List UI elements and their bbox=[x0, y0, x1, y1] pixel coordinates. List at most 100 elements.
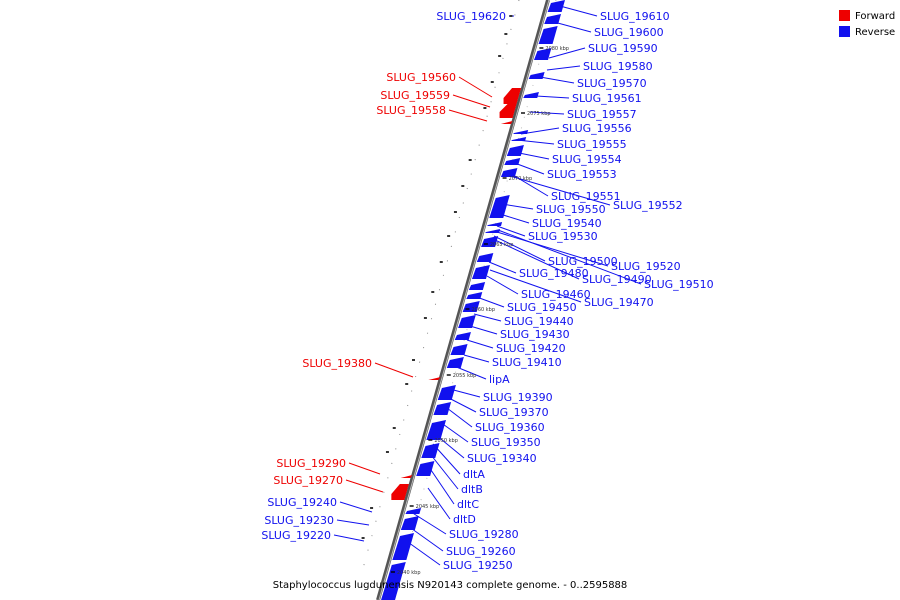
reverse-gene-feature[interactable] bbox=[400, 516, 419, 530]
gene-label-text[interactable]: SLUG_19600 bbox=[594, 26, 664, 39]
gene-label-slug-19620[interactable]: SLUG_19620 bbox=[436, 10, 514, 23]
forward-gene-feature[interactable] bbox=[428, 377, 441, 380]
gene-label-text[interactable]: SLUG_19561 bbox=[572, 92, 642, 105]
gene-label-text[interactable]: dltD bbox=[453, 513, 476, 526]
gene-label-text[interactable]: SLUG_19440 bbox=[504, 315, 574, 328]
gene-label-slug-19610[interactable]: SLUG_19610 bbox=[559, 5, 670, 23]
gene-label-slug-19270[interactable]: SLUG_19270 bbox=[273, 474, 384, 493]
gene-label-text[interactable]: SLUG_19380 bbox=[302, 357, 372, 370]
reverse-gene-feature[interactable] bbox=[544, 14, 562, 24]
gene-label-text[interactable]: SLUG_19557 bbox=[567, 108, 637, 121]
gene-label-slug-19580[interactable]: SLUG_19580 bbox=[546, 60, 653, 73]
reverse-gene-feature[interactable] bbox=[437, 385, 456, 400]
gene-label-text[interactable]: SLUG_19556 bbox=[562, 122, 632, 135]
gene-label-slug-19430[interactable]: SLUG_19430 bbox=[469, 325, 570, 341]
gene-label-text[interactable]: SLUG_19290 bbox=[276, 457, 346, 470]
gene-label-text[interactable]: SLUG_19570 bbox=[577, 77, 647, 90]
gene-label-text[interactable]: SLUG_19510 bbox=[644, 278, 714, 291]
gene-label-slug-19600[interactable]: SLUG_19600 bbox=[553, 21, 664, 39]
gene-label-slug-19390[interactable]: SLUG_19390 bbox=[445, 387, 553, 404]
reverse-gene-feature[interactable] bbox=[471, 265, 490, 279]
reverse-gene-feature[interactable] bbox=[504, 158, 521, 165]
gene-label-text[interactable]: SLUG_19260 bbox=[446, 545, 516, 558]
gene-label-dltd[interactable]: dltD bbox=[427, 487, 476, 526]
reverse-gene-feature[interactable] bbox=[500, 168, 518, 177]
gene-label-slug-19510[interactable]: SLUG_19510 bbox=[497, 229, 714, 291]
reverse-gene-feature[interactable] bbox=[405, 508, 422, 514]
reverse-gene-feature[interactable] bbox=[433, 402, 452, 415]
gene-label-lipa[interactable]: lipA bbox=[453, 365, 510, 386]
reverse-gene-feature[interactable] bbox=[484, 229, 501, 233]
gene-label-slug-19559[interactable]: SLUG_19559 bbox=[380, 89, 491, 108]
gene-label-slug-19555[interactable]: SLUG_19555 bbox=[516, 138, 627, 151]
gene-label-text[interactable]: SLUG_19280 bbox=[449, 528, 519, 541]
gene-label-text[interactable]: SLUG_19460 bbox=[521, 288, 591, 301]
reverse-gene-feature[interactable] bbox=[426, 420, 447, 440]
reverse-gene-feature[interactable] bbox=[513, 130, 529, 134]
reverse-gene-feature[interactable] bbox=[466, 292, 483, 299]
reverse-gene-feature[interactable] bbox=[523, 92, 539, 98]
gene-label-text[interactable]: SLUG_19470 bbox=[584, 296, 654, 309]
gene-label-slug-19552[interactable]: SLUG_19552 bbox=[509, 175, 683, 212]
reverse-gene-feature[interactable] bbox=[506, 145, 524, 156]
reverse-gene-feature[interactable] bbox=[450, 344, 468, 355]
gene-label-text[interactable]: SLUG_19558 bbox=[376, 104, 446, 117]
reverse-gene-feature[interactable] bbox=[528, 72, 545, 79]
gene-label-slug-19230[interactable]: SLUG_19230 bbox=[264, 514, 370, 527]
gene-label-slug-19240[interactable]: SLUG_19240 bbox=[267, 496, 373, 513]
gene-label-text[interactable]: SLUG_19240 bbox=[267, 496, 337, 509]
gene-label-text[interactable]: SLUG_19340 bbox=[467, 452, 537, 465]
gene-label-text[interactable]: SLUG_19450 bbox=[507, 301, 577, 314]
reverse-gene-feature[interactable] bbox=[476, 253, 494, 262]
gene-label-slug-19560[interactable]: SLUG_19560 bbox=[386, 71, 493, 98]
gene-label-text[interactable]: SLUG_19220 bbox=[261, 529, 331, 542]
forward-gene-feature[interactable] bbox=[499, 104, 517, 118]
gene-label-slug-19570[interactable]: SLUG_19570 bbox=[539, 76, 647, 90]
gene-label-text[interactable]: SLUG_19520 bbox=[611, 260, 681, 273]
gene-label-slug-19590[interactable]: SLUG_19590 bbox=[548, 42, 658, 59]
gene-label-slug-19380[interactable]: SLUG_19380 bbox=[302, 357, 414, 378]
reverse-gene-feature[interactable] bbox=[547, 0, 565, 12]
reverse-gene-feature[interactable] bbox=[538, 26, 558, 44]
forward-gene-feature[interactable] bbox=[503, 88, 522, 104]
gene-label-text[interactable]: SLUG_19560 bbox=[386, 71, 456, 84]
gene-label-text[interactable]: SLUG_19360 bbox=[475, 421, 545, 434]
gene-label-text[interactable]: SLUG_19370 bbox=[479, 406, 549, 419]
gene-label-text[interactable]: SLUG_19540 bbox=[532, 217, 602, 230]
reverse-gene-feature[interactable] bbox=[446, 357, 464, 368]
gene-label-slug-19480[interactable]: SLUG_19480 bbox=[488, 261, 589, 280]
gene-label-text[interactable]: SLUG_19390 bbox=[483, 391, 553, 404]
reverse-gene-feature[interactable] bbox=[468, 282, 486, 290]
reverse-gene-feature[interactable] bbox=[381, 562, 406, 600]
gene-label-text[interactable]: SLUG_19430 bbox=[500, 328, 570, 341]
gene-label-dltb[interactable]: dltB bbox=[430, 454, 483, 496]
gene-label-text[interactable]: dltB bbox=[461, 483, 483, 496]
gene-label-text[interactable]: SLUG_19554 bbox=[552, 153, 622, 166]
gene-label-text[interactable]: SLUG_19590 bbox=[588, 42, 658, 55]
gene-label-slug-19490[interactable]: SLUG_19490 bbox=[494, 239, 652, 286]
reverse-gene-feature[interactable] bbox=[458, 315, 476, 328]
gene-label-text[interactable]: SLUG_19555 bbox=[557, 138, 627, 151]
forward-gene-feature[interactable] bbox=[400, 475, 413, 478]
reverse-gene-feature[interactable] bbox=[454, 332, 471, 340]
gene-label-slug-19420[interactable]: SLUG_19420 bbox=[466, 339, 566, 355]
gene-label-slug-19470[interactable]: SLUG_19470 bbox=[489, 269, 654, 309]
gene-label-text[interactable]: SLUG_19551 bbox=[551, 190, 621, 203]
gene-label-text[interactable]: SLUG_19530 bbox=[528, 230, 598, 243]
gene-label-slug-19561[interactable]: SLUG_19561 bbox=[535, 92, 642, 105]
gene-label-slug-19220[interactable]: SLUG_19220 bbox=[261, 529, 365, 542]
gene-label-text[interactable]: SLUG_19580 bbox=[583, 60, 653, 73]
reverse-gene-feature[interactable] bbox=[421, 443, 440, 458]
gene-label-text[interactable]: SLUG_19553 bbox=[547, 168, 617, 181]
gene-label-text[interactable]: lipA bbox=[489, 373, 510, 386]
gene-label-text[interactable]: SLUG_19490 bbox=[582, 273, 652, 286]
gene-label-slug-19410[interactable]: SLUG_19410 bbox=[463, 354, 562, 369]
forward-gene-feature[interactable] bbox=[500, 121, 513, 124]
reverse-gene-feature[interactable] bbox=[416, 461, 435, 476]
gene-label-slug-19290[interactable]: SLUG_19290 bbox=[276, 457, 381, 475]
gene-label-slug-19530[interactable]: SLUG_19530 bbox=[496, 225, 598, 243]
gene-label-text[interactable]: SLUG_19559 bbox=[380, 89, 450, 102]
gene-label-slug-19558[interactable]: SLUG_19558 bbox=[376, 104, 488, 122]
gene-label-text[interactable]: SLUG_19250 bbox=[443, 559, 513, 572]
